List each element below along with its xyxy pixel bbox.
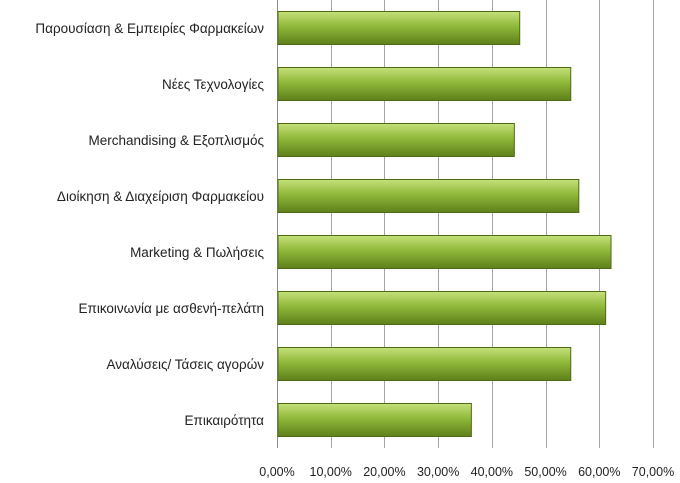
bar — [277, 11, 521, 45]
bar — [277, 123, 515, 157]
bars — [277, 11, 612, 437]
bar — [277, 403, 472, 437]
bar — [277, 67, 572, 101]
x-tick-labels: 0,00% 10,00% 20,00% 30,00% 40,00% 50,00% 60,00… — [259, 465, 674, 479]
x-tick-label: 50,00% — [524, 465, 566, 479]
x-tick-label: 10,00% — [310, 465, 352, 479]
category-label: Διοίκηση & Διαχείριση Φαρμακείου — [57, 189, 264, 204]
x-tick-label: 20,00% — [363, 465, 405, 479]
bar — [277, 347, 572, 381]
category-label: Marketing & Πωλήσεις — [130, 245, 264, 260]
x-tick-label: 40,00% — [471, 465, 513, 479]
category-label: Νέες Τεχνολογίες — [162, 77, 264, 92]
bar — [277, 291, 607, 325]
category-label: Αναλύσεις/ Τάσεις αγορών — [107, 357, 265, 372]
x-tick-label: 0,00% — [259, 465, 294, 479]
bar — [277, 235, 612, 269]
x-tick-label: 30,00% — [417, 465, 459, 479]
category-label: Επικοινωνία με ασθενή-πελάτη — [79, 301, 265, 316]
category-label: Επικαιρότητα — [185, 413, 265, 428]
category-labels: Παρουσίαση & Εμπειρίες Φαρμακείων Νέες Τε… — [35, 21, 264, 428]
x-tick-label: 70,00% — [632, 465, 674, 479]
bar — [277, 179, 580, 213]
category-label: Merchandising & Εξοπλισμός — [89, 133, 265, 148]
category-label: Παρουσίαση & Εμπειρίες Φαρμακείων — [35, 21, 264, 36]
x-tick-label: 60,00% — [578, 465, 620, 479]
